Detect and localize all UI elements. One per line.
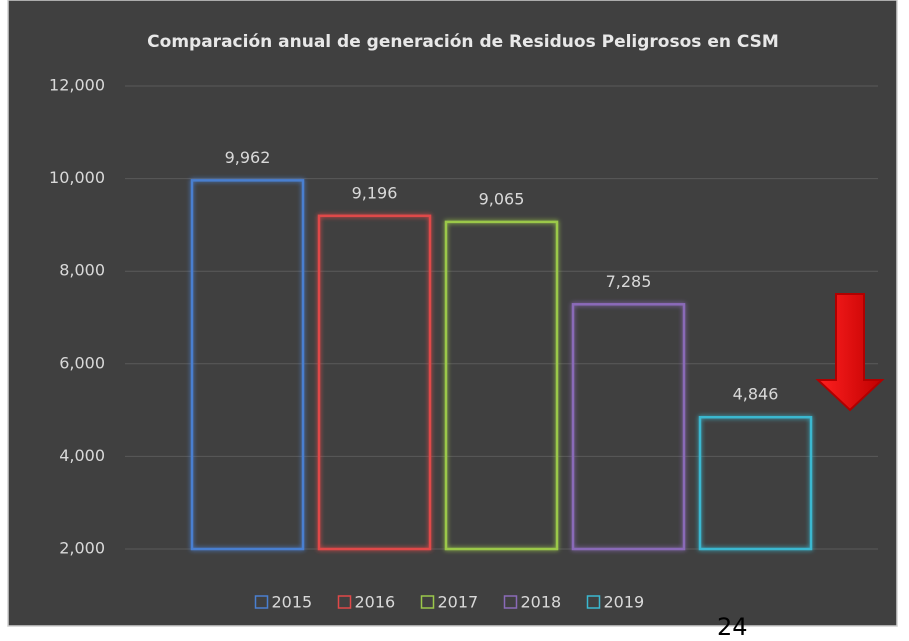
y-tick-label: 10,000 [49,168,105,187]
data-label: 9,196 [352,183,398,202]
legend-swatch [420,595,435,609]
data-label: 4,846 [733,385,779,404]
legend-swatch [337,595,352,609]
data-label: 9,962 [225,148,271,167]
legend-label: 2019 [604,593,645,612]
legend-swatch [503,595,518,609]
data-label: 9,065 [479,189,525,208]
legend-swatch [254,595,269,609]
legend-label: 2015 [272,593,313,612]
bar [698,415,813,551]
chart-background [7,0,898,627]
bar [190,179,305,551]
bar [444,220,559,551]
data-label: 7,285 [606,272,652,291]
plot-area: 2,000 4,000 6,000 8,000 10,000 12,000 9,962 9,1… [49,76,878,612]
legend-label: 2016 [355,593,396,612]
bar [317,214,432,551]
down-arrow [815,293,885,412]
chart-title: Comparación anual de generación de Resid… [147,32,779,52]
legend-swatch [586,595,601,609]
y-tick-label: 4,000 [59,446,105,465]
y-tick-label: 6,000 [59,353,105,372]
y-tick-label: 12,000 [49,76,105,95]
y-tick-label: 8,000 [59,261,105,280]
legend-label: 2018 [521,593,562,612]
legend-label: 2017 [438,593,479,612]
page-number: 24 [717,613,748,641]
bar [571,303,686,551]
y-tick-label: 2,000 [59,539,105,558]
